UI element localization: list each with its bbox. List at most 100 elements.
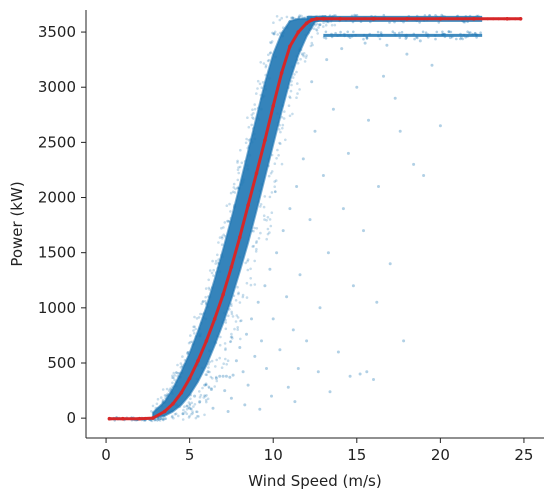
scatter-point	[241, 295, 245, 299]
scatter-point	[156, 397, 160, 401]
scatter-point	[216, 267, 219, 270]
scatter-point	[250, 123, 253, 127]
scatter-point	[179, 375, 182, 379]
scatter-point	[204, 287, 208, 290]
scatter-point	[246, 258, 250, 261]
scatter-point	[252, 229, 255, 233]
scatter-outlier	[296, 367, 300, 370]
scatter-point	[394, 33, 397, 37]
scatter-point	[443, 35, 447, 39]
scatter-point	[256, 116, 259, 119]
scatter-outlier	[328, 390, 332, 394]
scatter-point	[229, 340, 233, 343]
power-curve-point	[497, 17, 501, 21]
scatter-point	[231, 190, 235, 194]
scatter-point	[281, 123, 285, 127]
scatter-point	[181, 366, 185, 369]
scatter-point	[262, 205, 266, 209]
scatter-point	[215, 379, 219, 383]
scatter-point	[253, 132, 256, 136]
scatter-point	[441, 33, 445, 36]
scatter-layer	[109, 13, 483, 423]
scatter-point	[200, 366, 204, 370]
scatter-point	[254, 92, 258, 95]
scatter-point	[198, 327, 201, 331]
scatter-point	[171, 392, 174, 396]
x-axis-label: Wind Speed (m/s)	[248, 472, 381, 490]
scatter-point	[225, 204, 229, 207]
scatter-point	[271, 31, 274, 35]
scatter-point	[199, 334, 202, 338]
scatter-point	[183, 363, 186, 366]
scatter-point	[415, 35, 418, 39]
scatter-point	[434, 14, 437, 17]
scatter-point	[211, 286, 214, 289]
y-tick-label: 500	[47, 354, 76, 372]
x-tick-label: 20	[431, 446, 450, 464]
scatter-outlier	[305, 339, 309, 343]
scatter-point	[173, 374, 177, 377]
scatter-point	[301, 53, 305, 57]
scatter-point	[284, 138, 287, 142]
scatter-point	[220, 226, 223, 230]
scatter-point	[210, 359, 214, 363]
scatter-point	[426, 33, 430, 36]
scatter-point	[176, 374, 179, 378]
scatter-point	[200, 322, 203, 325]
scatter-point	[185, 404, 189, 408]
scatter-point	[236, 168, 240, 172]
scatter-outlier	[346, 151, 350, 155]
scatter-point	[175, 371, 178, 375]
scatter-point	[229, 210, 232, 213]
scatter-point	[214, 259, 218, 263]
scatter-point	[195, 410, 198, 414]
scatter-point	[246, 167, 249, 171]
scatter-point	[224, 347, 227, 350]
scatter-point	[291, 112, 294, 116]
scatter-point	[365, 35, 369, 39]
scatter-point	[443, 32, 446, 36]
scatter-point	[194, 416, 198, 420]
scatter-point	[163, 417, 167, 421]
scatter-outlier	[291, 328, 295, 332]
power-curve-point	[491, 17, 495, 21]
power-curve-point	[371, 17, 376, 21]
power-curve-point	[187, 376, 192, 381]
scatter-point	[206, 397, 210, 401]
scatter-outlier	[286, 385, 290, 389]
scatter-outlier	[367, 118, 370, 122]
scatter-point	[421, 30, 425, 34]
scatter-point	[214, 262, 217, 265]
scatter-point	[269, 224, 273, 228]
scatter-point	[229, 335, 233, 339]
scatter-point	[277, 128, 281, 131]
scatter-point	[241, 293, 245, 297]
scatter-point	[354, 14, 357, 18]
scatter-outlier	[336, 350, 340, 354]
scatter-point	[230, 312, 234, 316]
scatter-point	[223, 221, 227, 224]
scatter-point	[441, 32, 445, 36]
scatter-point	[223, 235, 227, 238]
scatter-point	[312, 27, 316, 31]
scatter-outlier	[295, 185, 299, 188]
y-tick-label: 3500	[38, 23, 76, 41]
scatter-point	[198, 390, 201, 393]
scatter-point	[254, 250, 258, 253]
scatter-outlier	[198, 400, 202, 404]
scatter-point	[185, 412, 189, 416]
scatter-point	[256, 87, 259, 90]
scatter-point	[296, 92, 299, 95]
scatter-point	[235, 314, 239, 317]
scatter-point	[274, 55, 277, 59]
scatter-point	[296, 82, 299, 85]
scatter-point	[197, 316, 201, 319]
scatter-point	[229, 191, 233, 195]
scatter-point	[379, 31, 383, 34]
power-curve-point	[171, 402, 175, 406]
scatter-point	[223, 311, 226, 315]
scatter-point	[236, 161, 239, 164]
scatter-point	[280, 16, 284, 20]
scatter-point	[290, 16, 293, 20]
scatter-point	[253, 103, 256, 106]
